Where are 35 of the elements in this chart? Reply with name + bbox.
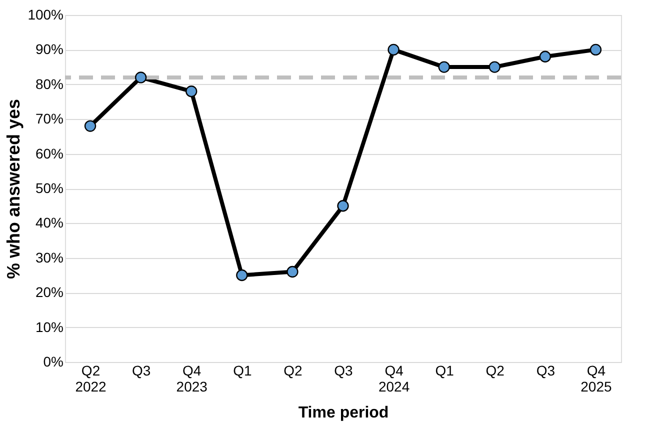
y-tick-label: 100%: [28, 6, 64, 22]
point: [286, 266, 298, 278]
x-tick-label: Q4 2023: [176, 362, 208, 394]
y-tick-label: 60%: [35, 145, 64, 162]
y-tick-label: 20%: [35, 284, 64, 300]
point: [134, 72, 147, 84]
point: [488, 61, 500, 73]
point: [337, 200, 349, 212]
y-tick-label: 0%: [43, 354, 64, 370]
y-tick-label: 80%: [35, 76, 64, 92]
x-tick-label: Q2 2022: [75, 362, 107, 394]
x-tick-label: Q2: [486, 362, 505, 378]
x-tick-label: Q4 2025: [580, 362, 612, 394]
y-tick-label: 30%: [35, 249, 64, 266]
y-tick-label: 70%: [35, 110, 64, 127]
x-tick-label: Q2: [284, 362, 302, 378]
point: [84, 120, 96, 132]
point: [388, 44, 400, 56]
x-tick-label: Q3: [536, 362, 556, 378]
y-axis-title: % who answered yes: [4, 98, 24, 280]
y-tick-label: 40%: [35, 214, 64, 231]
x-tick-label: Q3: [132, 362, 151, 378]
x-tick-label: Q3: [334, 362, 354, 378]
point: [590, 44, 602, 56]
point: [539, 50, 552, 62]
x-tick-label: Q1: [435, 362, 454, 378]
x-axis-title: Time period: [298, 404, 389, 422]
y-tick-label: 50%: [35, 180, 64, 196]
y-tick-label: 90%: [35, 41, 64, 58]
y-tick-label: 10%: [35, 318, 64, 335]
x-tick-label: Q1: [233, 362, 252, 378]
point: [236, 269, 248, 282]
point: [438, 61, 450, 73]
point: [186, 86, 198, 98]
x-tick-label: Q4 2024: [378, 362, 410, 394]
